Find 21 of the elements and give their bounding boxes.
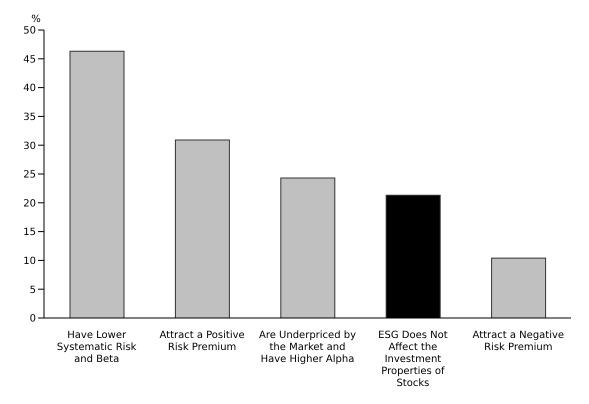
- bar: [491, 258, 546, 318]
- y-tick-label: 10: [23, 256, 36, 267]
- y-tick-label: 15: [23, 227, 36, 238]
- x-tick-label: ESG Does Not Affect the Investment Properties of Stocks: [378, 330, 448, 389]
- x-tick-label: Are Underpriced by the Market and Have Higher Alpha: [258, 330, 356, 365]
- y-tick-label: 25: [23, 170, 36, 181]
- bar: [70, 50, 124, 318]
- x-tick-label: Attract a Positive Risk Premium: [160, 330, 245, 353]
- y-axis-title: %: [31, 14, 41, 25]
- y-tick-label: 30: [23, 140, 36, 152]
- y-tick-label: 40: [23, 83, 36, 94]
- y-tick-label: 0: [30, 314, 36, 325]
- y-tick-label: 5: [30, 284, 36, 296]
- x-tick-label: Have Lower Systematic Risk and Beta: [56, 330, 137, 365]
- y-tick-label: 45: [23, 54, 36, 66]
- bar: [280, 178, 336, 318]
- y-tick-label: 20: [23, 198, 36, 210]
- bar: [174, 140, 230, 318]
- y-tick-label: 50: [23, 26, 36, 37]
- x-tick-label: Attract a Negative Risk Premium: [472, 330, 564, 353]
- y-tick-label: 35: [23, 112, 36, 123]
